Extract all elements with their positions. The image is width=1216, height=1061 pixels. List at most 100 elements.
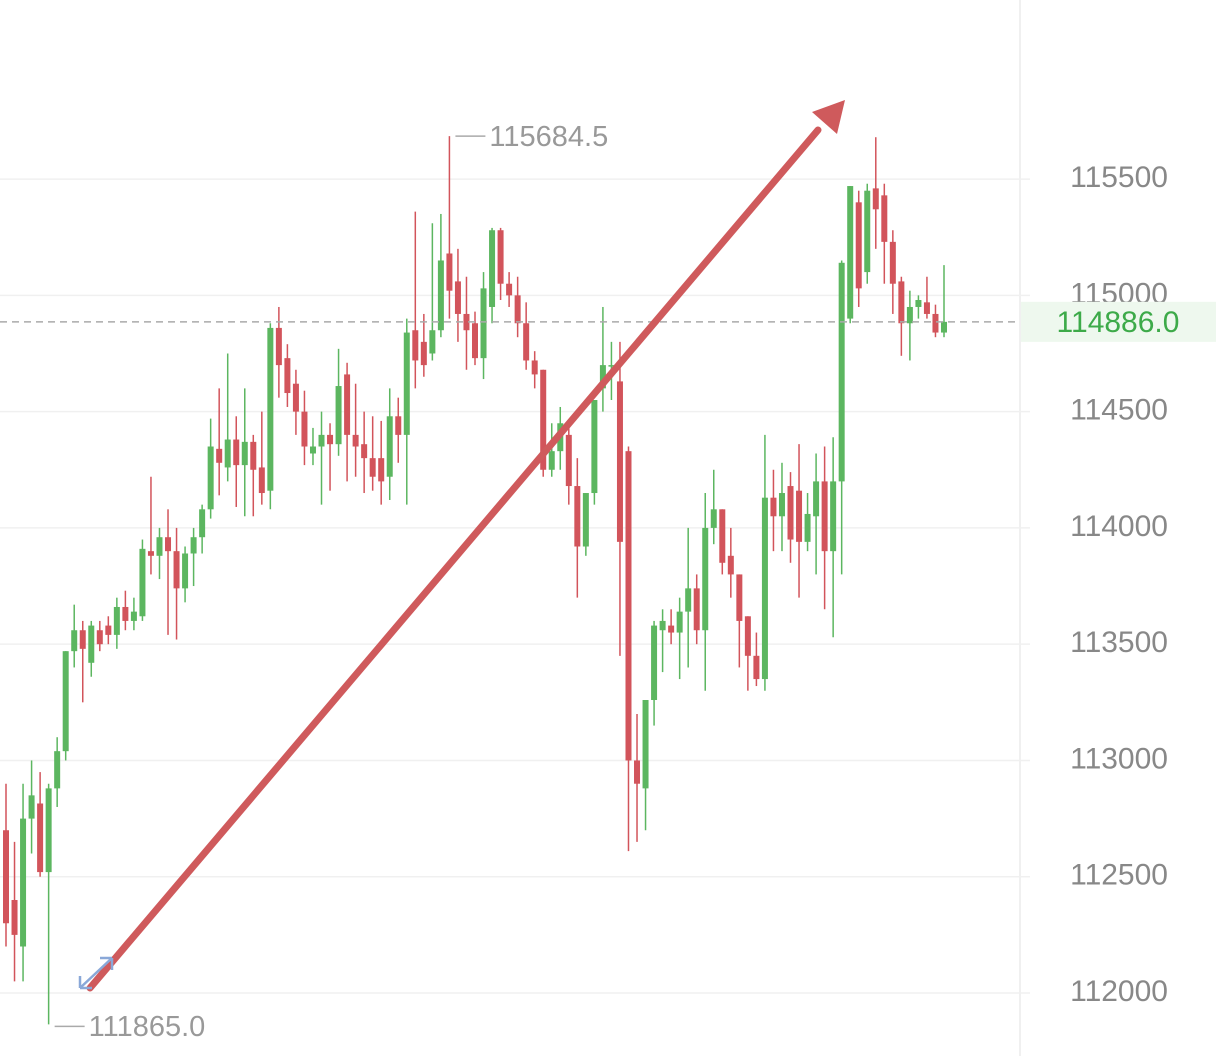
- candle-body: [574, 486, 581, 547]
- candle-body: [216, 448, 223, 463]
- candle-body: [838, 262, 845, 482]
- candle-body: [787, 486, 794, 540]
- candle-body: [403, 332, 410, 435]
- last-price-label: 114886.0: [1057, 306, 1180, 339]
- candle-body: [369, 458, 376, 477]
- candle-body: [719, 509, 726, 563]
- candle-body: [386, 416, 393, 477]
- candle-body: [250, 441, 257, 470]
- candle-body: [659, 620, 666, 631]
- candle-body: [608, 365, 615, 367]
- candle-body: [889, 241, 896, 284]
- y-tick-label: 115500: [1070, 161, 1168, 194]
- candle-body: [361, 444, 368, 459]
- candle-body: [335, 386, 342, 445]
- candle-body: [96, 630, 103, 645]
- candle-body: [872, 188, 879, 210]
- candle-body: [710, 509, 717, 528]
- candle-body: [3, 830, 9, 924]
- candle-body: [37, 803, 44, 873]
- candle-body: [156, 537, 163, 556]
- candle-body: [79, 630, 86, 649]
- candle-body: [489, 230, 496, 307]
- candle-body: [344, 374, 351, 435]
- candle-body: [28, 795, 35, 819]
- trend-arrow: [86, 100, 845, 992]
- candle-body: [923, 302, 930, 314]
- candle-body: [565, 434, 572, 487]
- candle-body: [932, 313, 939, 333]
- y-tick-label: 114000: [1070, 510, 1168, 543]
- candle-body: [233, 439, 240, 466]
- candle-body: [821, 481, 828, 552]
- candle-body: [591, 400, 598, 494]
- candle-body: [88, 625, 95, 663]
- candle-body: [182, 553, 189, 589]
- y-tick-label: 113500: [1070, 626, 1168, 659]
- candle-body: [45, 788, 52, 873]
- candle-body: [446, 253, 453, 291]
- y-tick-label: 112500: [1070, 859, 1168, 892]
- candle-body: [906, 306, 913, 324]
- candle-body: [71, 630, 78, 652]
- candle-body: [292, 383, 299, 412]
- candle-body: [634, 760, 641, 784]
- candle-body: [651, 625, 658, 700]
- candle-body: [804, 513, 811, 542]
- candle-body: [548, 451, 555, 470]
- candle-body: [847, 186, 854, 319]
- candle-body: [523, 323, 530, 361]
- candle-body: [284, 358, 291, 394]
- candle-body: [463, 313, 470, 331]
- annotation-label: 115684.5: [489, 121, 608, 153]
- candle-body: [941, 321, 947, 333]
- candle-body: [813, 481, 820, 517]
- candle-body: [199, 509, 206, 538]
- candle-body: [207, 446, 214, 510]
- candle-body: [139, 548, 146, 617]
- reset-icon[interactable]: [78, 956, 114, 990]
- candle-body: [173, 551, 180, 589]
- candle-body: [352, 434, 359, 447]
- candle-body: [540, 369, 547, 470]
- candle-body: [258, 467, 265, 494]
- y-tick-label: 112000: [1070, 975, 1168, 1008]
- candle-body: [625, 451, 632, 761]
- candle-body: [770, 497, 777, 517]
- candle-body: [864, 190, 871, 273]
- candle-body: [693, 588, 700, 631]
- candle-body: [472, 323, 478, 359]
- candle-body: [881, 195, 888, 242]
- candle-body: [685, 588, 692, 612]
- candle-body: [830, 481, 837, 552]
- candle-body: [676, 611, 683, 633]
- candle-body: [778, 493, 785, 517]
- candle-body: [412, 330, 419, 361]
- candle-body: [796, 490, 803, 542]
- candle-body: [454, 281, 461, 314]
- candle-body: [378, 458, 385, 482]
- candle-body: [224, 439, 231, 468]
- candle-body: [437, 260, 444, 331]
- candle-body: [147, 551, 154, 556]
- candle-body: [267, 327, 274, 491]
- candle-body: [62, 651, 69, 752]
- candle-body: [761, 497, 768, 680]
- candle-body: [429, 330, 436, 354]
- candle-body: [301, 411, 308, 447]
- candle-body: [190, 537, 197, 554]
- candle-body: [898, 281, 905, 324]
- candle-body: [744, 616, 751, 656]
- candle-body: [497, 230, 504, 284]
- candle-body: [727, 555, 734, 575]
- y-tick-label: 113000: [1070, 742, 1168, 775]
- candle-body: [395, 416, 402, 435]
- candle-body: [327, 434, 334, 445]
- candle-body: [753, 655, 760, 680]
- candle-body: [130, 611, 137, 621]
- candle-body: [165, 537, 172, 552]
- candle-body: [113, 606, 120, 635]
- candle-body: [318, 434, 325, 447]
- candle-body: [702, 527, 709, 631]
